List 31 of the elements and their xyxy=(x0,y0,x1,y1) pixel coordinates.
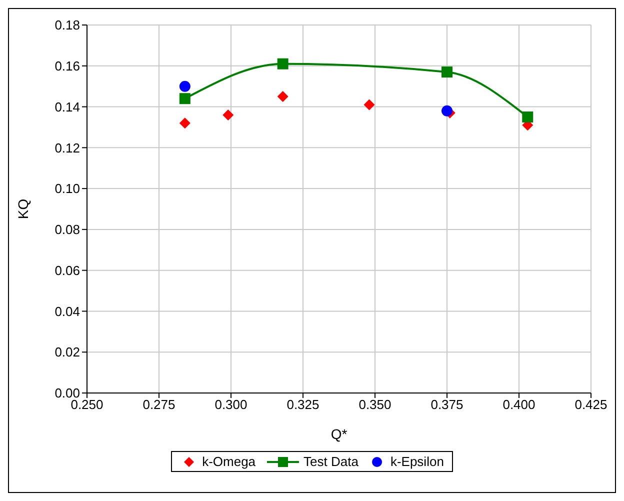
point xyxy=(222,109,234,120)
legend-label: k-Epsilon xyxy=(390,454,444,469)
y-tick-label: 0.04 xyxy=(54,304,80,319)
y-tick-label: 0.18 xyxy=(54,18,80,33)
point xyxy=(179,118,190,129)
y-tick-label: 0.12 xyxy=(54,140,80,156)
y-axis-title: KQ xyxy=(14,198,31,220)
x-tick-label: 0.400 xyxy=(502,397,536,412)
x-tick-label: 0.375 xyxy=(430,397,464,412)
y-tick-label: 0.16 xyxy=(54,58,80,74)
y-tick-label: 0.02 xyxy=(54,344,80,360)
y-tick-label: 0.08 xyxy=(54,222,80,238)
y-tick-label: 0.06 xyxy=(54,262,80,278)
point xyxy=(277,58,288,70)
legend-label: k-Omega xyxy=(202,454,256,469)
point xyxy=(442,66,452,78)
x-tick-label: 0.350 xyxy=(358,397,392,412)
x-tick-label: 0.325 xyxy=(286,397,320,412)
point xyxy=(442,105,452,116)
x-tick-label: 0.425 xyxy=(574,397,608,412)
point xyxy=(522,112,534,122)
point xyxy=(179,93,190,104)
point xyxy=(364,99,375,110)
y-tick-label: 0.10 xyxy=(54,181,80,196)
point xyxy=(277,91,288,102)
x-tick-label: 0.275 xyxy=(142,397,176,412)
y-tick-label: 0.14 xyxy=(54,99,80,114)
point xyxy=(179,80,190,92)
legend-label: Test Data xyxy=(304,454,358,469)
x-tick-label: 0.300 xyxy=(214,397,248,412)
x-axis-title: Q* xyxy=(330,426,348,442)
